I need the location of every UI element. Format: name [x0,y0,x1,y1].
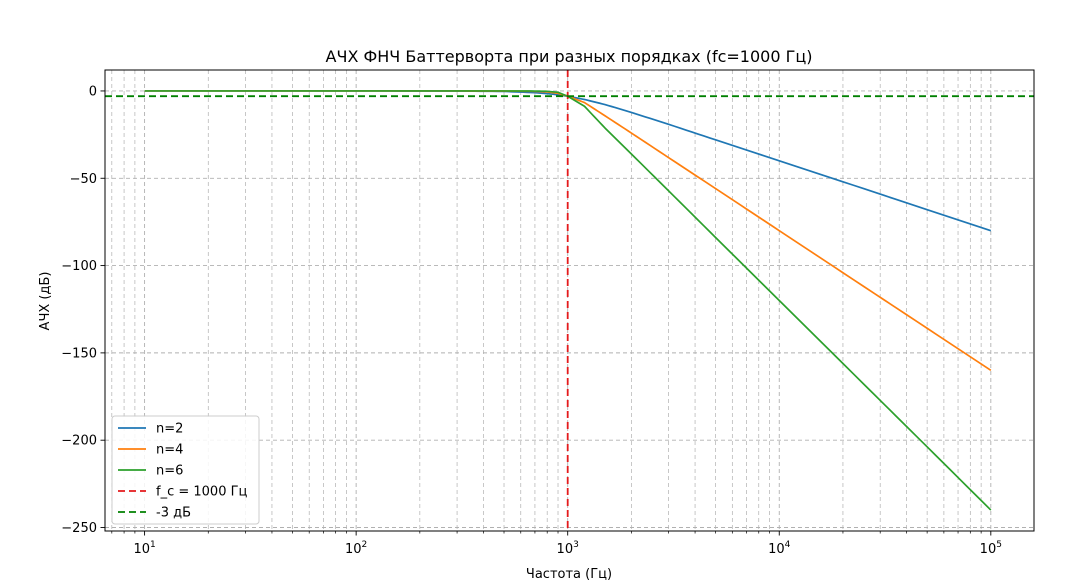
y-tick-label: −250 [61,521,97,536]
y-axis-label: АЧХ (дБ) [38,272,53,331]
y-tick-label: −200 [61,434,97,449]
x-axis-label: Частота (Гц) [526,567,612,582]
axes: 101 102 103 104 105 0 −50 −100 −150 −200 −250 [61,84,1002,557]
x-tick-label: 101 [133,540,155,557]
chart-title: АЧХ ФНЧ Баттерворта при разных порядках … [326,47,813,66]
legend-box [111,415,260,525]
plot-frame [104,69,1035,532]
y-tick-label: −50 [70,172,97,187]
x-tick-label: 103 [557,540,579,557]
y-tick-label: −150 [61,346,97,361]
x-tick-label: 104 [768,540,791,557]
legend-label-2: n=4 [156,443,183,458]
legend-label-1: n=2 [156,422,183,437]
y-tick-label: 0 [89,84,97,99]
series-line-3 [144,90,992,511]
y-tick-label: −100 [61,259,97,274]
legend: n=2 n=4 n=6 f_c = 1000 Гц -3 дБ [111,415,260,525]
legend-label-3: n=6 [156,464,183,479]
x-tick-label: 105 [980,540,1002,557]
x-tick-label: 102 [345,540,367,557]
grid [105,70,1034,531]
data-lines [105,70,1034,531]
legend-label-4: f_c = 1000 Гц [156,485,248,500]
legend-label-5: -3 дБ [156,506,191,521]
